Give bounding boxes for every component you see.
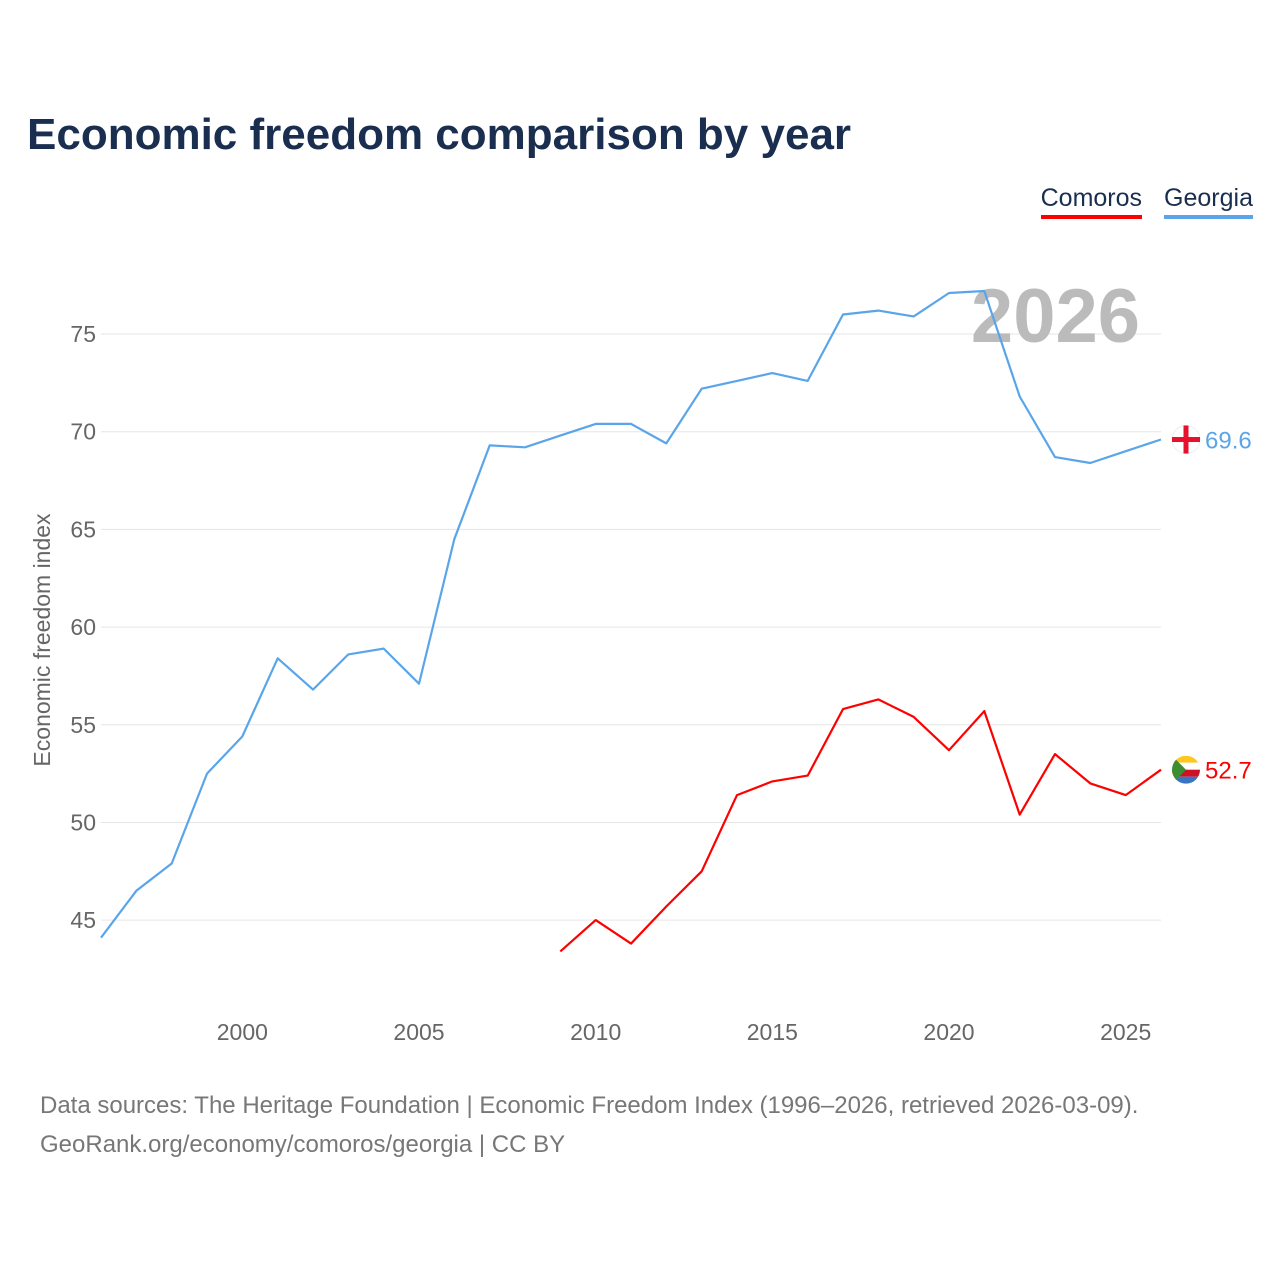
data-point <box>946 290 952 296</box>
y-tick-label: 60 <box>70 614 96 640</box>
y-tick-label: 70 <box>70 419 96 445</box>
x-tick-label: 2025 <box>1100 1019 1151 1045</box>
data-point <box>1087 780 1093 786</box>
data-point <box>416 681 422 687</box>
data-point <box>875 696 881 702</box>
data-point <box>734 792 740 798</box>
data-point <box>840 706 846 712</box>
data-point <box>769 778 775 784</box>
data-point <box>1052 751 1058 757</box>
chart-title: Economic freedom comparison by year <box>27 110 852 159</box>
data-point <box>133 888 139 894</box>
data-point <box>911 714 917 720</box>
data-point <box>557 433 563 439</box>
data-point <box>699 868 705 874</box>
data-point <box>487 442 493 448</box>
y-tick-label: 65 <box>70 516 96 542</box>
data-point <box>381 646 387 652</box>
data-point <box>98 935 104 941</box>
georgia-flag-cross <box>1183 425 1189 454</box>
footer: Data sources: The Heritage Foundation | … <box>40 1086 1138 1164</box>
source-link[interactable]: GeoRank.org/economy/comoros/georgia | CC… <box>40 1131 566 1158</box>
y-tick-label: 50 <box>70 809 96 835</box>
data-point <box>1158 437 1164 443</box>
comoros-flag-icon <box>1172 755 1200 784</box>
end-value-label: 52.7 <box>1205 758 1252 785</box>
y-axis-label: Economic freedom index <box>29 513 55 767</box>
data-point <box>769 370 775 376</box>
data-source: Data sources: The Heritage Foundation | … <box>40 1092 1139 1119</box>
data-point <box>734 378 740 384</box>
data-point <box>522 444 528 450</box>
series-line-comoros <box>559 698 1162 953</box>
x-tick-label: 2005 <box>393 1019 444 1045</box>
data-point <box>1017 394 1023 400</box>
end-value-label: 69.6 <box>1205 428 1252 455</box>
data-point <box>557 948 563 954</box>
data-point <box>875 308 881 314</box>
data-point <box>169 860 175 866</box>
x-tick-label: 2015 <box>747 1019 798 1045</box>
data-point <box>663 440 669 446</box>
data-point <box>1158 767 1164 773</box>
data-point <box>840 311 846 317</box>
legend-georgia[interactable]: Georgia <box>1164 184 1253 219</box>
data-point <box>663 903 669 909</box>
data-point <box>1017 812 1023 818</box>
y-tick-label: 55 <box>70 712 96 738</box>
data-point <box>1052 454 1058 460</box>
y-tick-label: 45 <box>70 907 96 933</box>
data-point <box>981 288 987 294</box>
data-point <box>628 421 634 427</box>
x-tick-label: 2020 <box>923 1019 974 1045</box>
data-point <box>946 747 952 753</box>
data-point <box>981 708 987 714</box>
data-point <box>451 536 457 542</box>
data-point <box>628 941 634 947</box>
data-point <box>805 378 811 384</box>
data-point <box>699 386 705 392</box>
data-point <box>310 687 316 693</box>
data-point <box>1087 460 1093 466</box>
data-point <box>593 421 599 427</box>
data-point <box>204 771 210 777</box>
data-point <box>345 651 351 657</box>
legend: Comoros Georgia <box>1040 184 1253 219</box>
data-point <box>593 917 599 923</box>
x-tick-label: 2000 <box>217 1019 268 1045</box>
x-tick-label: 2010 <box>570 1019 621 1045</box>
data-point <box>1123 792 1129 798</box>
legend-comoros[interactable]: Comoros <box>1040 184 1143 219</box>
data-point <box>239 733 245 739</box>
data-point <box>275 655 281 661</box>
data-point <box>805 773 811 779</box>
data-point <box>1123 448 1129 454</box>
series-line-georgia <box>100 289 1162 939</box>
data-point <box>911 313 917 319</box>
y-tick-label: 75 <box>70 321 96 347</box>
year-watermark: 2026 <box>971 274 1140 359</box>
